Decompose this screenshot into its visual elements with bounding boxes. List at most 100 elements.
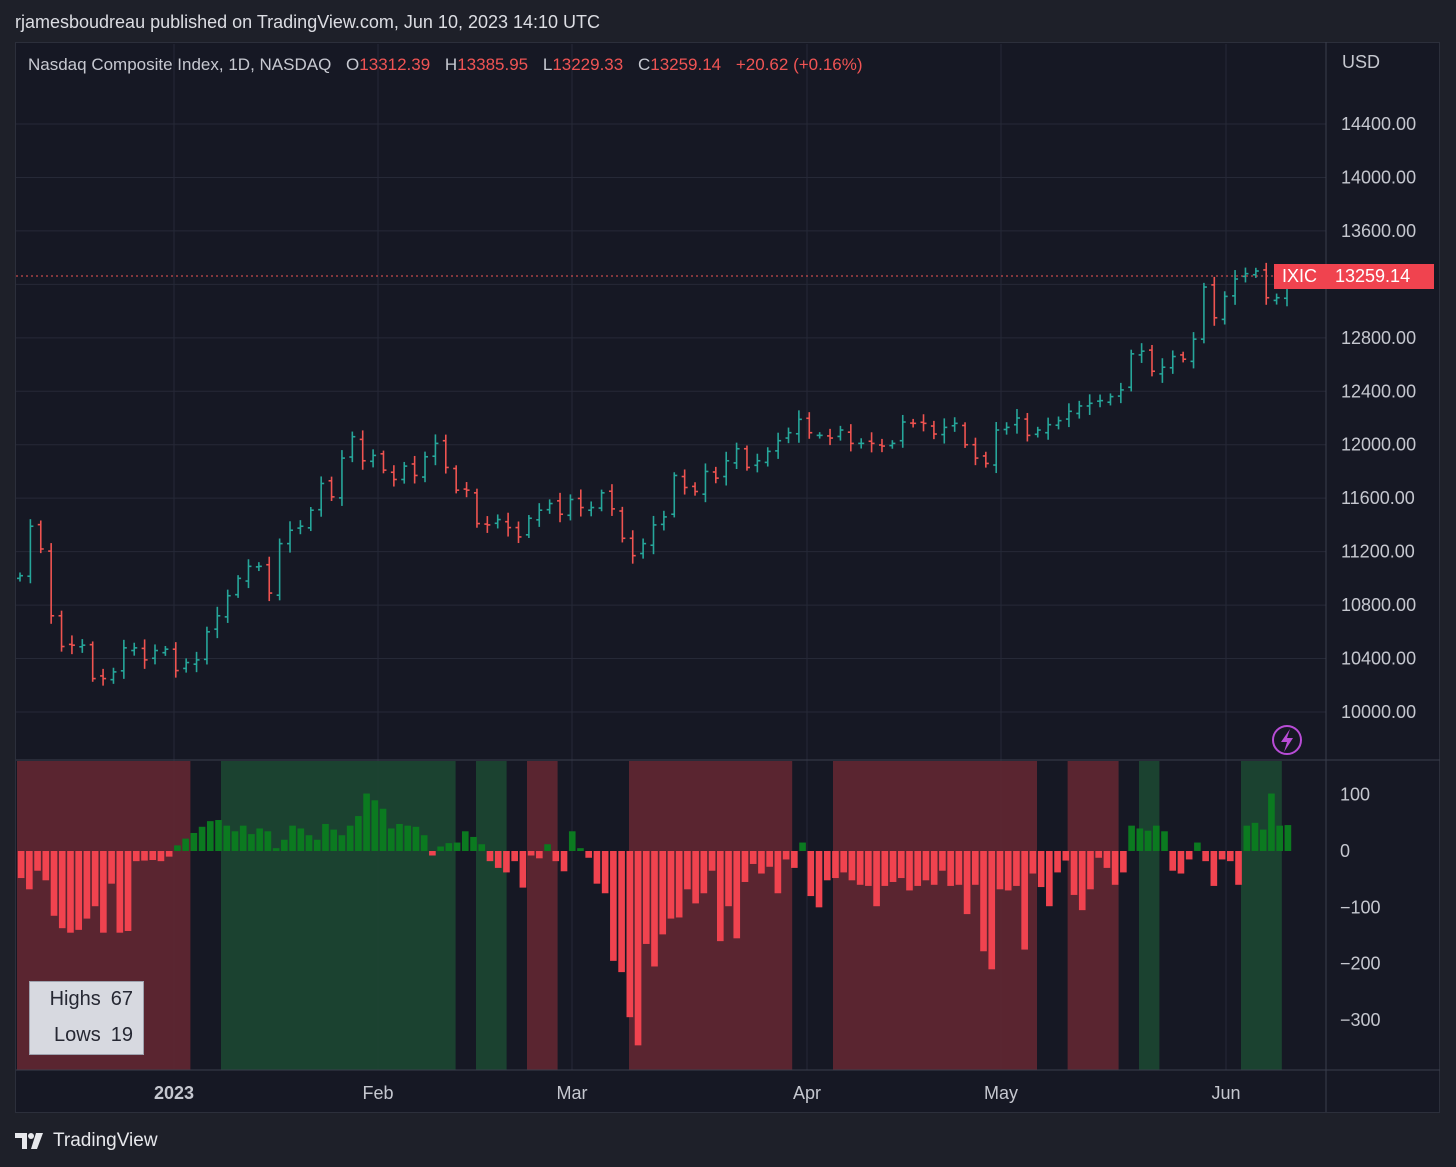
ohlc-bar (287, 521, 294, 553)
ohlc-bar (203, 626, 210, 665)
ohlc-bar (1003, 422, 1010, 435)
highs-lows-box: Highs 67 Lows 19 (29, 981, 144, 1055)
ohlc-bar (1159, 358, 1166, 383)
histogram-bar (289, 825, 296, 851)
histogram-bar (272, 848, 280, 851)
ohlc-bar (328, 476, 335, 502)
histogram-bar (330, 829, 338, 851)
ohlc-bar (349, 431, 356, 463)
ohlc-bar (754, 453, 761, 473)
ohlc-bar (619, 506, 626, 543)
ohlc-bar (1107, 393, 1114, 406)
ohlc-bar (380, 450, 387, 474)
ohlc-bar (235, 575, 242, 598)
ohlc-bar (515, 521, 522, 544)
background-zone (221, 761, 456, 1070)
ohlc-bar (484, 516, 491, 533)
ohlc-bar (110, 667, 117, 684)
last-price-tag: 13259.14 (1327, 264, 1434, 289)
histogram-bar (897, 851, 905, 879)
histogram-bar (659, 851, 667, 935)
y-tick-label: 11200.00 (1341, 542, 1415, 562)
histogram-bar (322, 823, 329, 851)
symbol-legend[interactable]: Nasdaq Composite Index, 1D, NASDAQ O1331… (28, 55, 863, 75)
y-tick-label: 10000.00 (1341, 702, 1416, 722)
ohlc-bar (993, 422, 1000, 474)
histogram-bar (305, 835, 313, 851)
x-tick-label: Apr (793, 1083, 821, 1103)
histogram-bar (601, 851, 609, 894)
ohlc-bar (120, 639, 127, 679)
axes: 2023 Feb Mar Apr May Jun 14400.00 14000.00 13600… (16, 42, 1440, 1112)
histogram-bar (429, 851, 436, 856)
histogram-bar (198, 826, 206, 851)
histogram-bar (42, 851, 50, 881)
ohlc-bar (131, 642, 138, 656)
brand-name: TradingView (53, 1130, 158, 1151)
histogram-bar (675, 851, 683, 918)
histogram-bar (1268, 793, 1275, 851)
ohlc-bar (100, 668, 107, 686)
histogram-bar (791, 851, 798, 868)
highs-lows-histogram (17, 793, 1292, 1046)
histogram-bar (651, 851, 658, 967)
histogram-bar (1128, 825, 1135, 851)
ohlc-bar (1013, 409, 1020, 434)
ohlc-bar (505, 512, 512, 537)
indicator-background-zones (17, 761, 1282, 1070)
footer-brand[interactable]: TradingView (15, 1128, 158, 1154)
ohlc-bar (297, 520, 304, 535)
histogram-bar (100, 851, 107, 933)
y-tick-label: 12400.00 (1341, 381, 1416, 401)
ohlc-bar (1242, 267, 1249, 283)
ohlc-bar (1273, 293, 1280, 305)
histogram-bar (1120, 851, 1127, 873)
histogram-bar (889, 851, 897, 882)
ohlc-bar (79, 639, 86, 653)
ohlc-bar (1263, 262, 1270, 305)
ohlc-bar (1200, 282, 1207, 344)
ohlc-bar (1024, 412, 1031, 442)
histogram-bar (823, 851, 831, 881)
y-tick-label: 10400.00 (1341, 649, 1416, 669)
ohlc-bar (338, 450, 345, 506)
ohlc-bar (193, 651, 200, 673)
ohlc-bar (1065, 403, 1072, 428)
close-label: C (637, 55, 651, 74)
ohlc-bar (557, 492, 564, 523)
histogram-bar (708, 851, 716, 871)
histogram-bar (1004, 851, 1012, 891)
histogram-bar (848, 851, 856, 881)
histogram-bar (1284, 825, 1292, 851)
histogram-bar (1103, 851, 1111, 868)
ohlc-bar (1138, 343, 1145, 363)
histogram-bar (1087, 851, 1094, 890)
histogram-bar (930, 851, 938, 885)
histogram-bar (1062, 851, 1070, 861)
grid-lines (16, 44, 1326, 1070)
histogram-bar (149, 851, 157, 861)
histogram-bar (58, 851, 66, 929)
ohlc-bar (224, 589, 231, 623)
lightning-icon[interactable] (1272, 725, 1302, 755)
histogram-bar (618, 851, 625, 973)
ohlc-bar (1097, 394, 1104, 408)
histogram-bar (1218, 851, 1226, 860)
ohlc-bar (1076, 400, 1083, 419)
ohlc-bar (276, 538, 283, 601)
histogram-bar (141, 851, 148, 861)
histogram-bar (124, 851, 132, 931)
background-zone (1139, 761, 1160, 1070)
open-label: O (346, 55, 360, 74)
background-zone (833, 761, 1037, 1070)
histogram-bar (593, 851, 601, 884)
ohlc-bar (660, 510, 667, 531)
histogram-bar (231, 831, 239, 851)
indicator-tick-label: 0 (1340, 841, 1350, 861)
ohlc-bar (162, 645, 169, 656)
ohlc-bar (920, 414, 927, 432)
ohlc-bar (89, 641, 96, 682)
histogram-bar (1169, 851, 1177, 871)
y-tick-label: 13600.00 (1341, 221, 1416, 241)
